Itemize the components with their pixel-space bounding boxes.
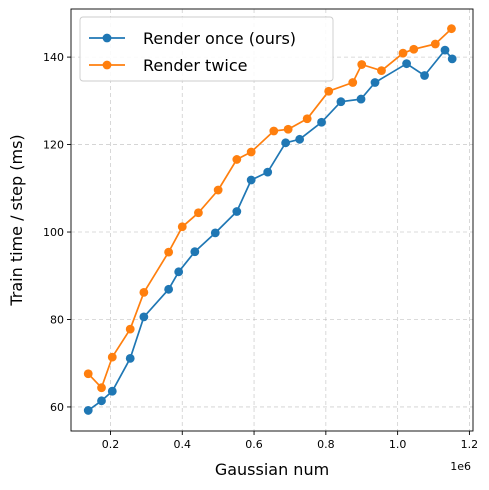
- data-point: [447, 24, 456, 34]
- data-point: [190, 247, 200, 257]
- data-point: [281, 138, 291, 148]
- x-axis: 0.2 0.4 0.6 0.8 1.0 1.2: [102, 431, 478, 451]
- data-point: [125, 354, 135, 363]
- series-line: [87, 28, 453, 389]
- data-point: [83, 406, 93, 415]
- data-point: [269, 126, 279, 136]
- y-axis-label: Train time / step (ms): [7, 134, 26, 306]
- data-point: [336, 97, 346, 107]
- legend-label: Render once (ours): [143, 29, 296, 48]
- data-point: [402, 59, 411, 69]
- data-point: [177, 222, 187, 232]
- data-point: [107, 386, 117, 396]
- series-1: [83, 45, 457, 415]
- data-point: [164, 247, 174, 257]
- data-point: [356, 94, 366, 104]
- data-point: [324, 86, 334, 96]
- plot-frame: [70, 8, 474, 432]
- data-point: [447, 54, 457, 64]
- y-axis: 60 80 100 120 140: [43, 51, 71, 414]
- data-point: [263, 167, 273, 177]
- data-point: [409, 44, 419, 54]
- legend-box: [79, 16, 334, 82]
- legend-label: Render twice: [143, 56, 248, 75]
- data-point: [246, 175, 256, 185]
- data-point: [213, 185, 223, 195]
- data-point: [83, 369, 93, 379]
- data-point: [348, 78, 358, 87]
- data-point: [317, 117, 326, 127]
- x-tick-label: 0.6: [245, 438, 263, 451]
- data-point: [164, 284, 174, 294]
- data-point: [232, 207, 242, 216]
- x-axis-offset-label: 1e6: [450, 460, 471, 473]
- series-line: [87, 49, 453, 412]
- x-tick-label: 0.8: [317, 438, 335, 451]
- data-point: [357, 60, 367, 69]
- x-tick-label: 1.0: [389, 438, 407, 451]
- data-point: [370, 78, 380, 87]
- series-layer: [83, 24, 457, 415]
- data-point: [139, 312, 149, 322]
- y-tick-label: 60: [50, 401, 64, 414]
- x-tick-label: 1.2: [461, 438, 479, 451]
- data-point: [440, 45, 450, 55]
- x-axis-label: Gaussian num: [215, 460, 329, 479]
- data-point: [302, 114, 312, 124]
- data-point: [283, 124, 293, 134]
- data-point: [174, 267, 184, 277]
- data-point: [97, 396, 106, 406]
- data-point: [246, 147, 256, 157]
- x-tick-label: 0.2: [102, 438, 120, 451]
- y-tick-label: 80: [50, 313, 64, 326]
- data-point: [139, 287, 149, 297]
- y-tick-label: 140: [43, 51, 64, 64]
- data-point: [194, 208, 203, 218]
- data-point: [210, 228, 220, 238]
- data-point: [398, 48, 408, 58]
- data-point: [377, 66, 386, 76]
- data-point: [97, 383, 106, 393]
- x-tick-label: 0.4: [174, 438, 192, 451]
- legend-swatch-marker: [102, 33, 112, 43]
- legend: Render once (ours) Render twice: [79, 16, 334, 82]
- data-point: [232, 155, 242, 164]
- y-tick-label: 120: [43, 139, 64, 152]
- y-tick-label: 100: [43, 226, 64, 239]
- data-point: [125, 324, 135, 334]
- series-2: [83, 24, 456, 393]
- data-point: [107, 352, 117, 362]
- data-point: [430, 39, 440, 49]
- legend-swatch-marker: [102, 60, 112, 70]
- data-point: [420, 71, 429, 80]
- data-point: [295, 134, 305, 144]
